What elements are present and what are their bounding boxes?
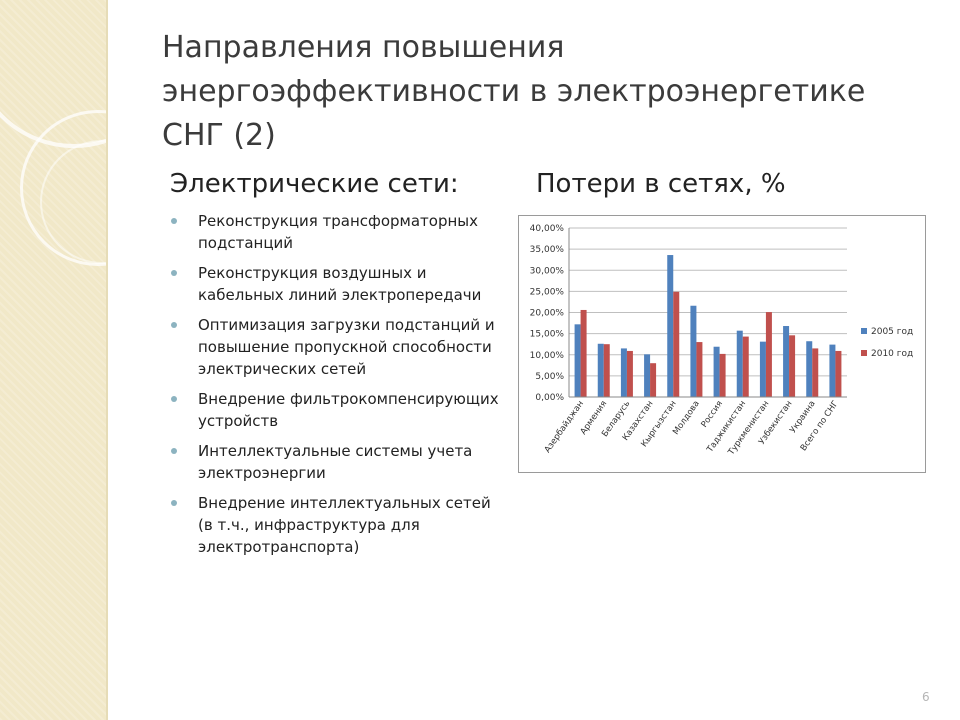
bar: [644, 354, 651, 397]
bullet-item: Реконструкция воздушных и кабельных лини…: [168, 262, 508, 306]
y-tick-label: 40,00%: [530, 224, 565, 234]
bullet-item: Реконструкция трансформаторных подстанци…: [168, 210, 508, 254]
y-tick-label: 35,00%: [530, 245, 565, 255]
bar: [829, 344, 836, 397]
bar: [696, 342, 703, 397]
bar: [626, 350, 633, 397]
bullet-icon: [171, 218, 177, 224]
bar: [789, 335, 796, 397]
bullet-icon: [171, 270, 177, 276]
y-tick-label: 30,00%: [530, 266, 565, 276]
bullet-item: Оптимизация загрузки подстанций и повыше…: [168, 314, 508, 380]
bullet-icon: [171, 500, 177, 506]
bullet-list: Реконструкция трансформаторных подстанци…: [168, 210, 508, 566]
bar: [806, 341, 813, 397]
y-tick-label: 10,00%: [530, 351, 565, 361]
chart-frame: 0,00% 5,00% 10,00% 15,00% 20,00% 25,00% 30,00%…: [518, 215, 926, 473]
bar: [812, 348, 819, 397]
bullet-item: Внедрение интеллектуальных сетей (в т.ч.…: [168, 492, 508, 558]
bar: [765, 312, 772, 397]
bar: [620, 348, 627, 397]
legend-label: 2010 год: [871, 349, 913, 359]
losses-bar-chart: 0,00% 5,00% 10,00% 15,00% 20,00% 25,00% 30,00%…: [530, 224, 914, 458]
bullet-icon: [171, 448, 177, 454]
sidebar-divider: [106, 0, 108, 720]
bullet-text: Интеллектуальные системы учета электроэн…: [198, 442, 473, 482]
bullet-icon: [171, 322, 177, 328]
bar: [673, 291, 680, 397]
bar: [597, 343, 604, 397]
bullet-text: Реконструкция воздушных и кабельных лини…: [198, 264, 482, 304]
bullet-item: Интеллектуальные системы учета электроэн…: [168, 440, 508, 484]
left-heading: Электрические сети:: [170, 169, 459, 199]
slide-title: Направления повышения энергоэффективност…: [162, 30, 866, 153]
bar: [574, 324, 581, 397]
bar: [667, 255, 674, 397]
page-number: 6: [922, 690, 930, 704]
bullet-text: Внедрение интеллектуальных сетей (в т.ч.…: [198, 494, 491, 556]
legend-swatch: [861, 328, 867, 334]
chart-heading: Потери в сетях, %: [536, 169, 786, 199]
bar: [603, 344, 610, 397]
bullet-text: Реконструкция трансформаторных подстанци…: [198, 212, 479, 252]
y-tick-label: 15,00%: [530, 330, 565, 340]
bullet-text: Внедрение фильтрокомпенсирующих устройст…: [198, 390, 499, 430]
bar: [580, 309, 587, 397]
legend-label: 2005 год: [871, 327, 913, 337]
y-tick-label: 0,00%: [535, 393, 564, 403]
bullet-text: Оптимизация загрузки подстанций и повыше…: [198, 316, 495, 378]
legend-swatch: [861, 350, 867, 356]
y-tick-label: 5,00%: [535, 372, 564, 382]
bar: [759, 341, 766, 397]
bullet-icon: [171, 396, 177, 402]
x-tick-label: Азербайджан: [543, 399, 586, 455]
bar: [719, 353, 726, 397]
bar: [690, 305, 697, 397]
bar: [736, 330, 743, 397]
bar: [742, 336, 749, 397]
bar: [835, 350, 842, 397]
y-tick-label: 25,00%: [530, 287, 565, 297]
bullet-item: Внедрение фильтрокомпенсирующих устройст…: [168, 388, 508, 432]
bar: [713, 346, 720, 397]
bar: [650, 363, 657, 397]
y-tick-label: 20,00%: [530, 309, 565, 319]
decorative-sidebar: [0, 0, 106, 720]
bar: [783, 326, 790, 397]
